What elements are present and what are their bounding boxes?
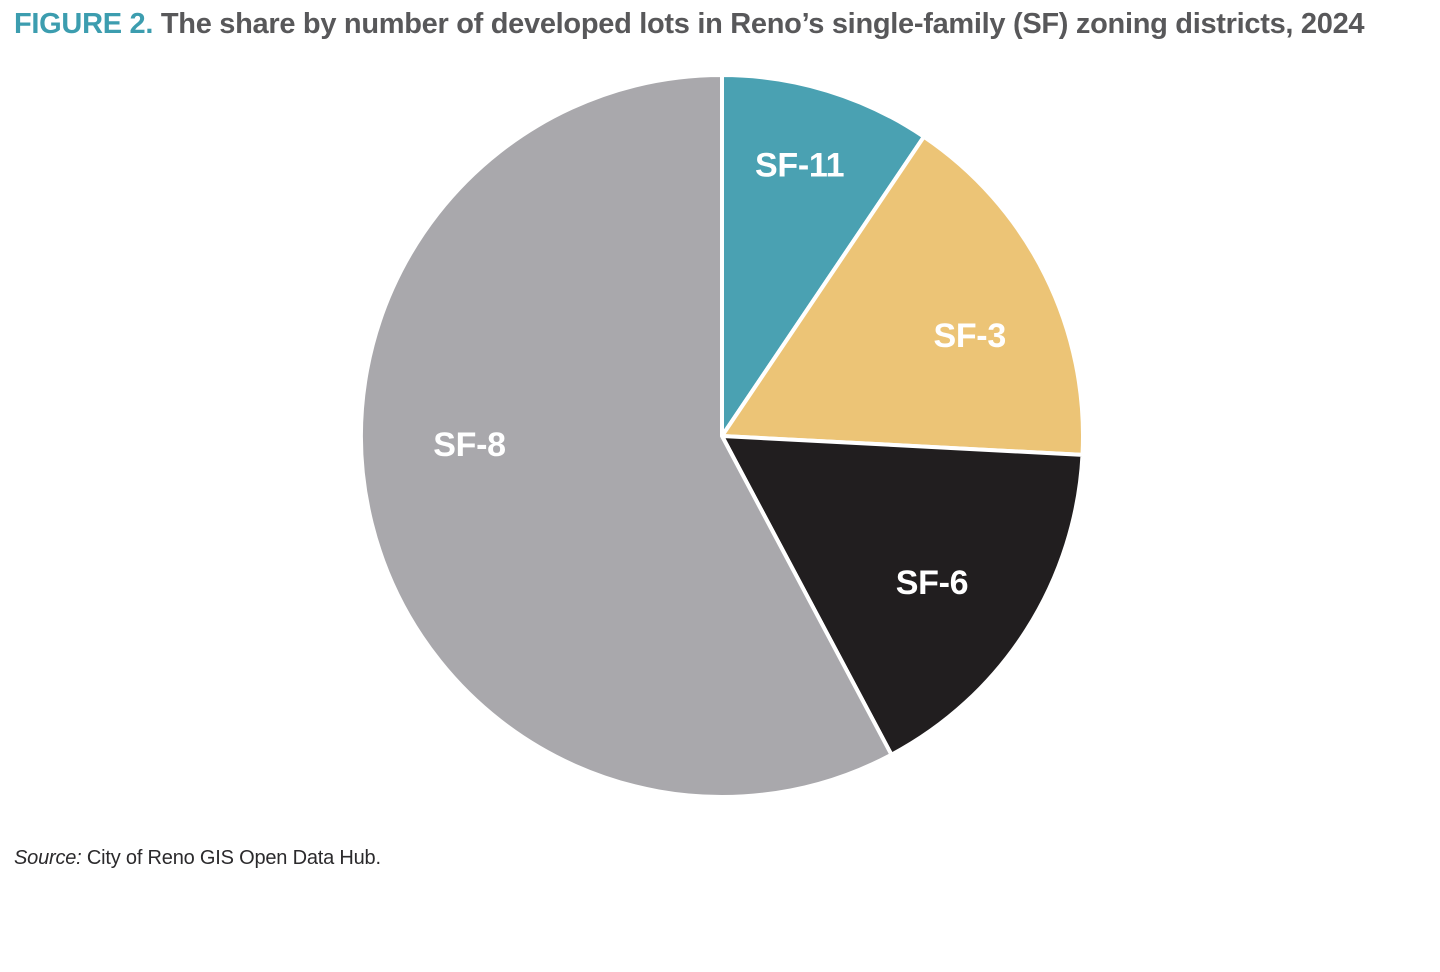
source-prefix: Source: [14, 847, 82, 869]
source-line: Source: City of Reno GIS Open Data Hub. [14, 845, 381, 871]
figure-title-text: The share by number of developed lots in… [160, 8, 1365, 40]
slice-label-sf-6: SF-6 [896, 564, 968, 602]
pie-slice-sf-6 [718, 433, 1085, 758]
pie-slice-sf-11 [720, 72, 927, 443]
slice-label-sf-11: SF-11 [755, 146, 844, 184]
pie-slice-sf-8 [358, 72, 895, 799]
slice-label-sf-3: SF-3 [933, 317, 1005, 355]
figure-header: FIGURE 2. The share by number of develop… [14, 8, 1426, 41]
slice-label-sf-8: SF-8 [433, 426, 505, 464]
pie-slice-sf-3 [718, 133, 1085, 457]
figure-number-label: FIGURE 2. [14, 8, 154, 40]
source-text: City of Reno GIS Open Data Hub. [86, 847, 381, 869]
